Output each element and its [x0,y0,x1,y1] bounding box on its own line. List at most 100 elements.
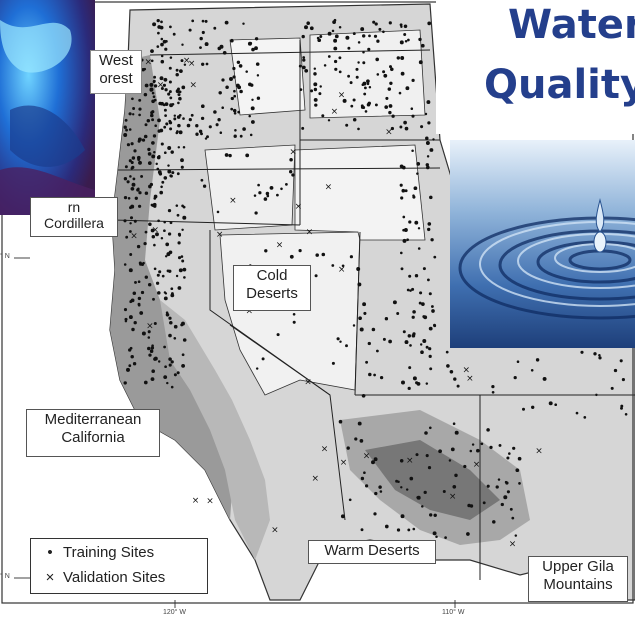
training-site-marker [321,114,325,118]
training-site-marker [429,195,433,200]
training-site-marker [428,326,433,331]
training-site-marker [492,520,496,524]
training-site-marker [182,117,185,120]
training-site-marker [173,373,177,377]
training-site-marker [426,100,431,105]
training-site-marker [168,357,172,361]
training-site-marker [254,211,258,215]
training-site-marker [365,360,369,364]
training-site-marker [384,524,389,529]
training-site-marker [357,421,362,426]
training-site-marker [430,238,434,242]
validation-site-marker: × [306,228,314,238]
training-site-marker [621,378,625,382]
training-site-marker [503,495,508,500]
validation-site-marker: × [463,366,471,376]
training-site-marker [580,350,584,354]
training-site-marker [624,413,628,416]
training-site-marker [450,447,455,452]
training-site-marker [408,220,412,224]
training-site-marker [199,36,203,41]
training-site-marker [583,416,587,419]
training-site-marker [495,485,499,489]
training-site-marker [132,177,136,181]
training-site-marker [239,89,243,94]
training-site-marker [304,68,309,73]
training-site-marker [254,46,258,51]
training-site-marker [153,98,157,102]
validation-site-marker: × [216,230,224,240]
training-site-marker [180,165,184,169]
validation-site-marker: × [192,496,200,506]
training-site-marker [506,490,510,494]
training-site-marker [429,513,433,517]
training-site-marker [152,134,157,138]
training-site-marker [157,219,160,223]
training-site-marker [173,324,178,329]
validation-site-marker: × [338,91,346,101]
training-site-marker [522,407,525,411]
training-site-marker [219,131,223,134]
validation-site-marker: × [183,56,191,66]
training-site-marker [163,229,166,233]
training-site-marker [182,215,187,220]
training-site-marker [422,315,426,319]
validation-site-marker: × [535,447,543,457]
training-site-marker [396,56,401,60]
training-site-marker [144,123,148,127]
training-site-marker [160,20,163,24]
training-site-marker [131,97,134,101]
training-site-marker [373,373,376,377]
training-site-marker [506,456,510,460]
training-site-marker [206,135,209,139]
training-site-marker [126,367,130,372]
training-site-marker [141,138,146,142]
validation-site-marker: × [363,452,371,462]
training-site-marker [156,18,160,23]
training-site-marker [242,22,245,25]
training-site-marker [388,110,392,115]
training-site-marker [123,219,127,223]
training-site-marker [258,191,262,195]
training-site-marker [315,253,319,257]
training-site-marker [157,118,161,123]
training-site-marker [314,103,318,107]
training-site-marker [302,58,306,62]
warm-desert-dark [365,440,500,520]
legend-row-validation: × Validation Sites [37,569,166,586]
training-site-marker [178,268,183,273]
training-site-marker [173,114,177,117]
training-site-marker [151,141,155,145]
training-site-marker [151,154,156,159]
training-site-marker [362,51,365,54]
label-west-forest: West orest [90,50,142,94]
training-site-marker [338,26,342,29]
validation-site-marker: × [321,445,329,455]
training-site-marker [429,148,434,152]
training-site-marker [224,20,229,25]
training-site-marker [178,130,183,135]
training-site-marker [345,35,350,40]
training-site-marker [151,234,156,239]
training-site-marker [289,170,293,174]
cold-desert-north [204,144,296,231]
training-site-marker [250,120,255,124]
training-site-marker [346,446,350,450]
training-site-marker [350,104,354,108]
training-site-marker [514,534,518,537]
validation-site-marker: × [509,539,517,549]
training-site-marker [360,27,365,32]
training-site-marker [123,308,128,312]
training-site-marker [180,158,184,163]
training-site-marker [454,473,458,478]
training-site-marker [452,422,456,425]
training-site-marker [480,442,484,446]
training-site-marker [138,98,142,102]
training-site-marker [420,350,424,355]
training-site-marker [424,431,428,435]
training-site-marker [425,163,430,167]
training-site-marker [168,80,172,84]
training-site-marker [422,267,426,271]
training-site-marker [317,38,322,43]
